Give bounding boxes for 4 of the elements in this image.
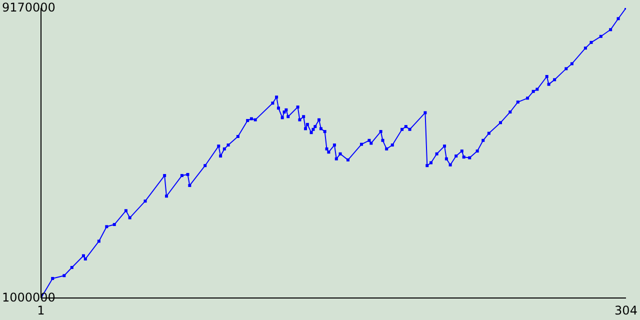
x-tick-label: 304 — [614, 304, 638, 318]
x-tick-label: 1 — [37, 304, 45, 318]
y-tick-label: 1000000 — [2, 290, 56, 304]
y-tick-label: 9170000 — [2, 0, 56, 14]
